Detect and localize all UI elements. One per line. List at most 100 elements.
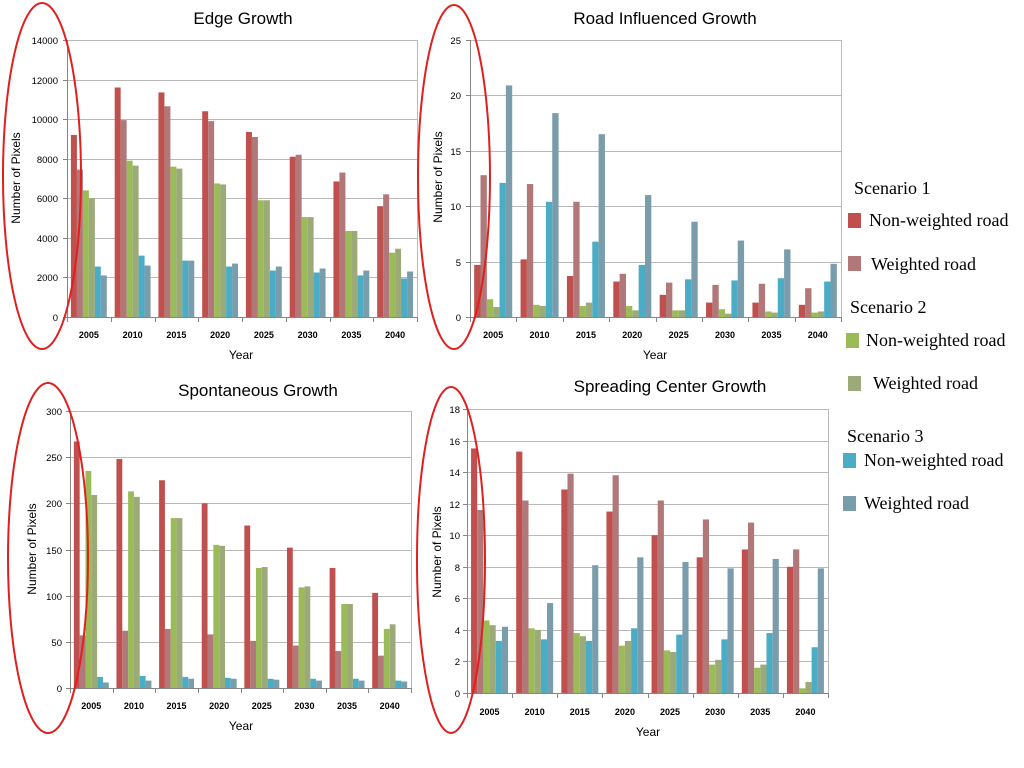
y-tick-label: 4 (455, 626, 460, 637)
bar-edge-growth-2035-scenario-1-non-weighted-road (333, 181, 340, 317)
bar-edge-growth-2035-scenario-3-weighted-road (363, 270, 370, 317)
plot-area: 0 2 4 6 8 10 12 14 16 18 2005 2010 2015 2020 2025 2030 2… (449, 405, 829, 717)
bar-spontaneous-growth-2040-scenario-3-weighted-road (401, 681, 408, 688)
bar-road-influenced-growth-2010-scenario-2-weighted-road (539, 305, 546, 317)
bar-spreading-center-growth-2020-scenario-1-non-weighted-road (606, 511, 613, 693)
x-tick-label: 2035 (761, 330, 781, 340)
x-tick-label: 2025 (254, 330, 274, 340)
legend-swatch-scenario-2-weighted-road (848, 376, 861, 391)
bar-road-influenced-growth-2015-scenario-2-weighted-road (585, 302, 593, 317)
bar-road-influenced-growth-2025-scenario-3-non-weighted-road (685, 279, 692, 317)
bar-spontaneous-growth-2005-scenario-2-weighted-road (91, 495, 98, 688)
bar-spontaneous-growth-2035-scenario-1-non-weighted-road (329, 567, 336, 688)
bar-spontaneous-growth-2010-scenario-3-non-weighted-road (139, 676, 146, 688)
x-tick-label: 2025 (252, 701, 272, 711)
bar-road-influenced-growth-2025-scenario-1-weighted-road (666, 282, 673, 317)
x-tick-label: 2020 (615, 707, 635, 717)
bar-spreading-center-growth-2040-scenario-3-weighted-road (817, 568, 824, 693)
bar-road-influenced-growth-2020-scenario-3-weighted-road (644, 195, 652, 317)
bar-spontaneous-growth-2020-scenario-2-weighted-road (219, 545, 226, 688)
y-tick-label: 12000 (32, 76, 58, 87)
bar-spontaneous-growth-2035-scenario-1-weighted-road (335, 651, 342, 688)
chart-title: Spontaneous Growth (178, 381, 338, 400)
bar-road-influenced-growth-2040-scenario-3-weighted-road (830, 263, 837, 317)
bar-spreading-center-growth-2025-scenario-1-weighted-road (657, 500, 664, 693)
bar-spreading-center-growth-2025-scenario-1-non-weighted-road (651, 535, 658, 693)
bar-spontaneous-growth-2025-scenario-3-non-weighted-road (267, 678, 274, 688)
bar-spreading-center-growth-2015-scenario-3-non-weighted-road (585, 640, 593, 693)
bar-road-influenced-growth-2015-scenario-3-weighted-road (598, 134, 605, 317)
x-tick-label: 2020 (622, 330, 642, 340)
bar-road-influenced-growth-2020-scenario-2-non-weighted-road (625, 305, 633, 317)
bar-spontaneous-growth-2025-scenario-3-weighted-road (273, 679, 280, 688)
bar-edge-growth-2005-scenario-1-weighted-road (76, 169, 83, 317)
x-tick-label: 2005 (483, 330, 503, 340)
bar-edge-growth-2040-scenario-2-weighted-road (395, 248, 402, 317)
y-axis-title: Number of Pixels (9, 132, 23, 223)
bar-edge-growth-2015-scenario-3-weighted-road (188, 260, 195, 317)
bar-edge-growth-2015-scenario-2-non-weighted-road (170, 166, 177, 317)
bar-road-influenced-growth-2025-scenario-3-weighted-road (691, 221, 698, 317)
bar-spreading-center-growth-2040-scenario-3-non-weighted-road (811, 647, 818, 693)
legend-scenario-1-title: Scenario 1 (854, 178, 931, 198)
y-tick-label: 15 (450, 147, 461, 158)
bar-spontaneous-growth-2020-scenario-2-non-weighted-road (213, 544, 220, 688)
bar-edge-growth-2025-scenario-1-weighted-road (251, 136, 258, 317)
bar-spreading-center-growth-2020-scenario-2-non-weighted-road (618, 645, 625, 693)
y-tick-label: 6 (455, 594, 460, 605)
legend-scenario-2-title: Scenario 2 (850, 297, 927, 317)
x-tick-label: 2030 (298, 330, 318, 340)
bar-spontaneous-growth-2015-scenario-1-non-weighted-road (159, 480, 165, 688)
bar-spontaneous-growth-2015-scenario-2-non-weighted-road (170, 518, 177, 688)
bar-road-influenced-growth-2010-scenario-1-non-weighted-road (520, 259, 527, 317)
bar-edge-growth-2035-scenario-3-non-weighted-road (357, 275, 364, 317)
legend-label-scenario-2-non-weighted-road: Non-weighted road (866, 330, 1006, 350)
bar-spreading-center-growth-2030-scenario-3-weighted-road (727, 568, 734, 693)
bar-edge-growth-2020-scenario-3-non-weighted-road (226, 266, 233, 317)
bar-spontaneous-growth-2020-scenario-3-weighted-road (230, 678, 237, 688)
bar-spreading-center-growth-2005-scenario-3-non-weighted-road (495, 640, 502, 693)
y-tick-label: 6000 (37, 194, 58, 205)
legend-swatch-scenario-3-non-weighted-road (843, 453, 856, 468)
plot-area: 0 2000 4000 6000 8000 10000 12000 14000 2005 2010… (32, 36, 418, 340)
bar-spreading-center-growth-2025-scenario-3-weighted-road (682, 562, 689, 693)
bar-edge-growth-2005-scenario-2-weighted-road (88, 198, 95, 317)
bar-road-influenced-growth-2010-scenario-3-non-weighted-road (545, 201, 553, 317)
x-tick-label: 2015 (166, 330, 186, 340)
bar-edge-growth-2015-scenario-1-weighted-road (164, 106, 171, 317)
bar-spreading-center-growth-2030-scenario-3-non-weighted-road (721, 639, 728, 693)
y-tick-label: 0 (455, 689, 460, 700)
bar-spontaneous-growth-2010-scenario-3-weighted-road (145, 680, 152, 688)
chart-title: Edge Growth (193, 9, 292, 28)
y-tick-label: 14000 (32, 36, 58, 47)
bar-spontaneous-growth-2010-scenario-1-non-weighted-road (116, 459, 123, 688)
y-tick-label: 10000 (32, 115, 58, 126)
bar-spreading-center-growth-2010-scenario-3-non-weighted-road (540, 639, 548, 693)
x-tick-label: 2030 (294, 701, 314, 711)
bar-spreading-center-growth-2005-scenario-2-weighted-road (489, 625, 496, 693)
legend-swatch-scenario-1-non-weighted-road (848, 213, 861, 228)
legend-label-scenario-1-non-weighted-road: Non-weighted road (869, 210, 1009, 230)
bar-spontaneous-growth-2040-scenario-1-weighted-road (378, 655, 384, 688)
bar-road-influenced-growth-2040-scenario-2-non-weighted-road (811, 312, 818, 317)
x-tick-label: 2015 (576, 330, 596, 340)
bar-edge-growth-2020-scenario-2-weighted-road (220, 184, 227, 317)
legend-swatch-scenario-1-weighted-road (848, 256, 861, 271)
bar-spreading-center-growth-2015-scenario-1-non-weighted-road (561, 489, 568, 693)
bar-road-influenced-growth-2010-scenario-3-weighted-road (552, 113, 559, 317)
y-tick-label: 18 (449, 405, 460, 416)
y-tick-label: 20 (450, 91, 461, 102)
y-tick-label: 0 (53, 313, 58, 324)
bar-spontaneous-growth-2040-scenario-2-non-weighted-road (383, 628, 390, 688)
y-axis-title: Number of Pixels (430, 506, 444, 597)
bar-spreading-center-growth-2010-scenario-1-non-weighted-road (516, 451, 523, 693)
bar-spontaneous-growth-2020-scenario-1-weighted-road (207, 634, 214, 688)
bar-spreading-center-growth-2030-scenario-2-non-weighted-road (709, 664, 716, 693)
bar-spontaneous-growth-2005-scenario-1-weighted-road (79, 635, 86, 688)
bar-road-influenced-growth-2025-scenario-2-non-weighted-road (672, 310, 679, 317)
bar-spreading-center-growth-2035-scenario-2-non-weighted-road (754, 667, 761, 693)
bar-spreading-center-growth-2025-scenario-3-non-weighted-road (676, 634, 683, 693)
bar-road-influenced-growth-2015-scenario-3-non-weighted-road (592, 241, 599, 317)
